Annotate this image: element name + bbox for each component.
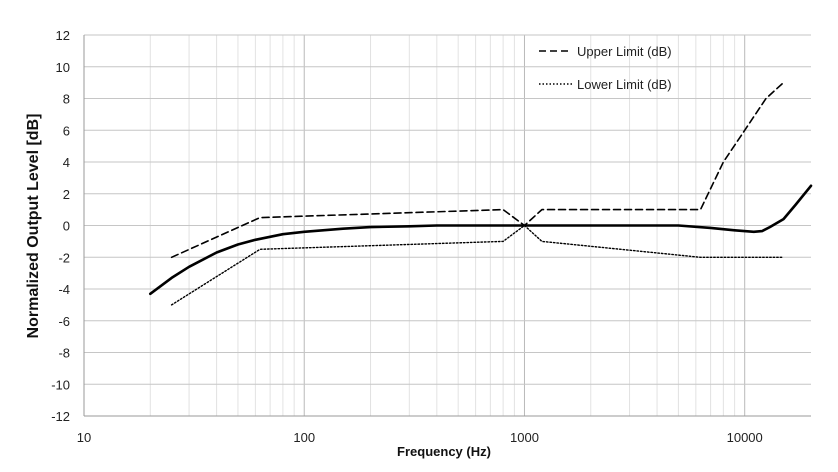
series-lines bbox=[149, 81, 813, 306]
y-tick-labels: -12 -10 -8 -6 -4 -2 0 2 4 6 8 10 12 bbox=[51, 28, 70, 424]
y-tick-label: -4 bbox=[58, 282, 70, 297]
y-axis-title: Normalized Output Level [dB] bbox=[25, 114, 42, 339]
y-tick-label: -12 bbox=[51, 409, 70, 424]
y-tick-label: 6 bbox=[63, 123, 70, 138]
x-axis-title: Frequency (Hz) bbox=[397, 444, 491, 459]
y-tick-label: 2 bbox=[63, 187, 70, 202]
y-tick-label: 8 bbox=[63, 92, 70, 107]
y-tick-label: 0 bbox=[63, 219, 70, 234]
y-tick-label: -8 bbox=[58, 346, 70, 361]
x-tick-label: 10000 bbox=[727, 430, 763, 445]
x-tick-label: 10 bbox=[77, 430, 91, 445]
x-tick-label: 100 bbox=[293, 430, 315, 445]
legend-label-lower-limit: Lower Limit (dB) bbox=[577, 77, 672, 92]
y-tick-label: -6 bbox=[58, 314, 70, 329]
major-gridlines bbox=[83, 34, 811, 417]
x-tick-labels: 10 100 1000 10000 bbox=[77, 430, 763, 445]
y-tick-label: 12 bbox=[56, 28, 70, 43]
y-tick-label: 10 bbox=[56, 60, 70, 75]
legend: Upper Limit (dB) Lower Limit (dB) bbox=[539, 44, 672, 92]
series-line-lower-limit bbox=[170, 224, 785, 306]
y-tick-label: -2 bbox=[58, 250, 70, 265]
series-line-measured bbox=[149, 184, 813, 296]
series-line-upper-limit bbox=[170, 81, 785, 259]
y-tick-label: 4 bbox=[63, 155, 70, 170]
y-tick-label: -10 bbox=[51, 377, 70, 392]
x-tick-label: 1000 bbox=[510, 430, 539, 445]
legend-label-upper-limit: Upper Limit (dB) bbox=[577, 44, 672, 59]
